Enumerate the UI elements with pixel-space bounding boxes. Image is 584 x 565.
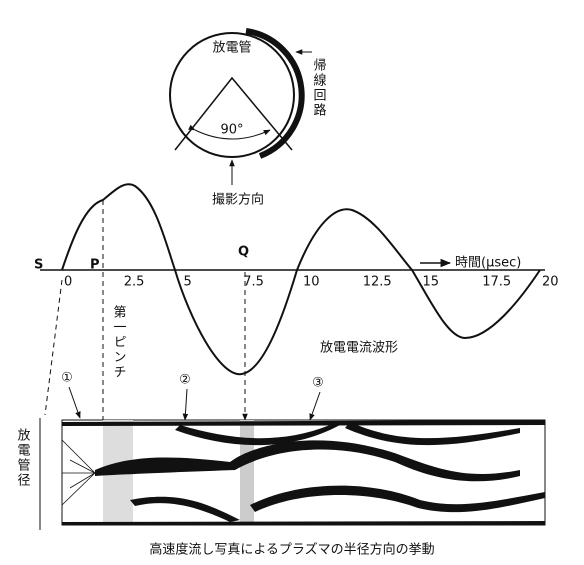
point-label: P	[90, 258, 100, 273]
diameter-label: 放電管径	[15, 428, 31, 488]
time-tick-label: 12.5	[363, 275, 392, 290]
streaks	[62, 420, 545, 525]
time-tick-label: 10	[303, 275, 320, 290]
page: {"tube": {"label": "放電管", "angle": "90°"…	[0, 0, 584, 565]
time-tick-label: 17.5	[482, 275, 511, 290]
time-tick-label: 7.5	[243, 275, 264, 290]
direction-label: 撮影方向	[212, 192, 264, 208]
diagram: 放電管 90° 帰線回路 撮影方向 時間(μsec) 放電電流波形 第一ピンチ …	[0, 0, 584, 565]
time-tick-label: 15	[423, 275, 440, 290]
q-band	[240, 420, 254, 525]
figure-caption: 高速度流し写真によるプラズマの半径方向の挙動	[149, 542, 434, 558]
marker-arrow	[69, 387, 80, 418]
angle-label: 90°	[220, 123, 243, 138]
point-label: Q	[238, 245, 249, 260]
waveform-caption: 放電電流波形	[320, 341, 398, 356]
time-tick-label: 5	[184, 275, 192, 290]
s-line	[45, 280, 62, 415]
marker-arrow	[310, 392, 320, 420]
pinch-label: 第一ピンチ	[111, 305, 127, 380]
tube-label: 放電管	[212, 41, 251, 56]
marker-label: ②	[179, 373, 191, 388]
time-tick-label: 2.5	[124, 275, 145, 290]
return-label: 帰線回路	[311, 57, 327, 118]
marker-label: ③	[312, 376, 324, 391]
point-label: S	[34, 258, 43, 273]
time-tick-label: 20	[542, 275, 559, 290]
marker-label: ①	[61, 371, 73, 386]
time-tick-label: 0	[64, 275, 72, 290]
time-label: 時間(μsec)	[455, 256, 521, 271]
marker-arrow	[185, 389, 187, 420]
pinch-rays	[62, 440, 95, 505]
